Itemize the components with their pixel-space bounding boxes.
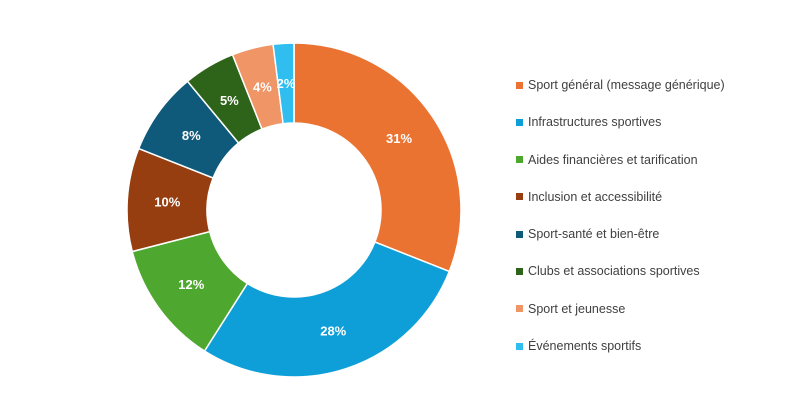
legend-item: Clubs et associations sportives [516, 262, 725, 280]
legend-item: Événements sportifs [516, 337, 725, 355]
slice-8 [272, 42, 295, 125]
legend-label: Sport et jeunesse [528, 301, 626, 316]
slice-label-2: 28% [320, 323, 346, 338]
legend-item: Sport général (message générique) [516, 76, 725, 94]
legend-swatch [516, 156, 523, 164]
legend-label: Inclusion et accessibilité [528, 189, 663, 204]
legend-swatch [516, 81, 523, 89]
legend-swatch [516, 193, 523, 201]
slice-label-3: 12% [178, 277, 204, 292]
legend-label: Événements sportifs [528, 339, 642, 354]
legend-label: Aides financières et tarification [528, 152, 698, 167]
legend-item: Aides financières et tarification [516, 151, 725, 169]
legend-swatch [516, 230, 523, 238]
legend-item: Sport-santé et bien-être [516, 225, 725, 243]
legend-label: Sport général (message générique) [528, 78, 725, 92]
slice-labels-group: 31% 28% 12% 10% 8% 5% 4% 2% [154, 76, 412, 339]
legend-swatch [516, 342, 523, 350]
slice-label-5: 8% [182, 128, 201, 143]
legend-swatch [516, 267, 523, 275]
legend: Sport général (message générique) Infrast… [516, 76, 725, 374]
legend-item: Sport et jeunesse [516, 300, 725, 318]
legend-label: Clubs et associations sportives [528, 264, 700, 279]
legend-item: Infrastructures sportives [516, 113, 725, 131]
slice-label-8: 2% [277, 76, 296, 91]
legend-label: Sport-santé et bien-être [528, 227, 660, 242]
slice-label-4: 10% [154, 195, 180, 210]
slices-group [126, 42, 462, 378]
slice-label-7: 4% [253, 79, 272, 94]
slice-2 [203, 241, 451, 378]
legend-swatch [516, 118, 523, 126]
slice-label-6: 5% [220, 93, 239, 108]
legend-label: Infrastructures sportives [528, 115, 662, 130]
legend-item: Inclusion et accessibilité [516, 188, 725, 206]
slice-label-1: 31% [386, 131, 412, 146]
legend-swatch [516, 305, 523, 313]
slice-1 [293, 42, 462, 273]
